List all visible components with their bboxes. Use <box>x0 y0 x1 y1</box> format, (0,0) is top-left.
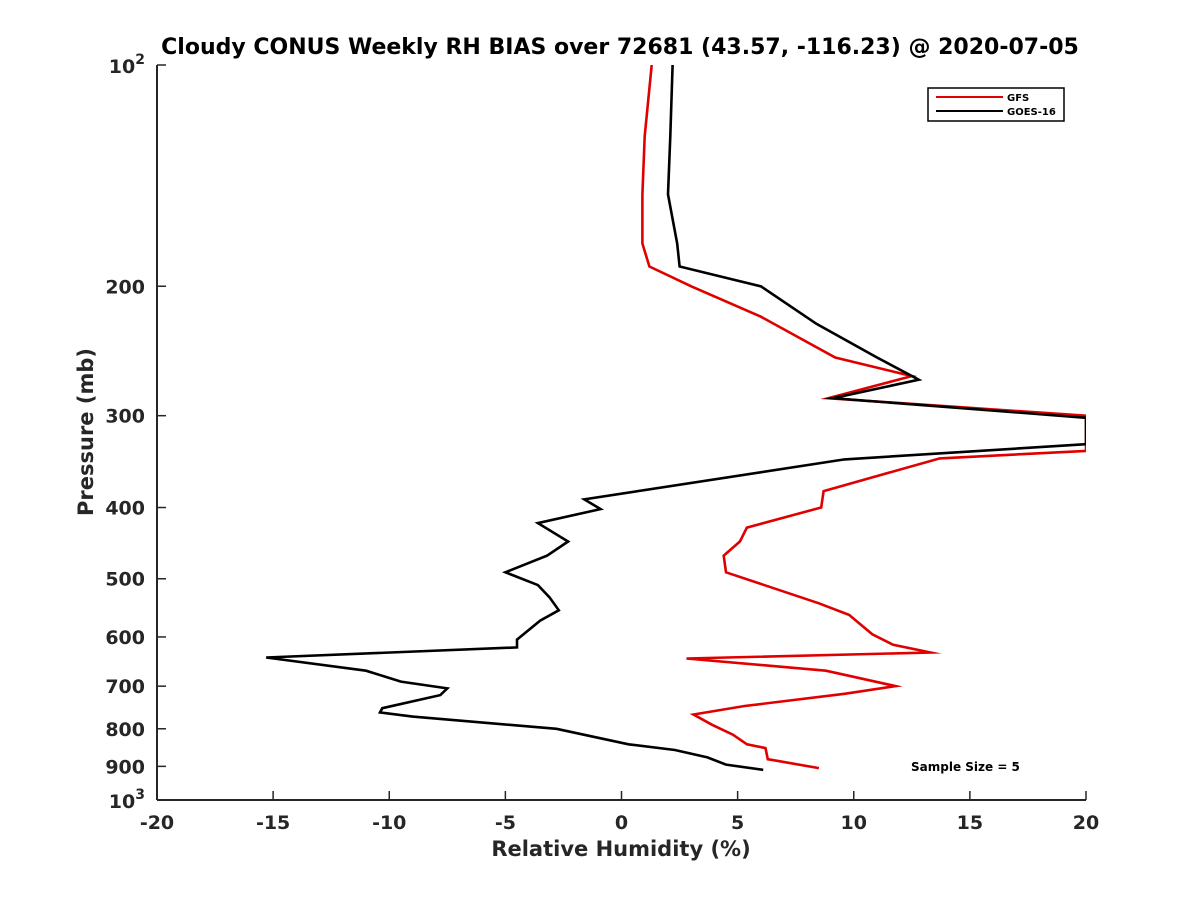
y-tick-label: 102 <box>109 52 145 78</box>
y-tick-base: 10 <box>109 791 135 813</box>
x-tick-label: 10 <box>841 812 867 834</box>
x-tick-label: -20 <box>140 812 174 834</box>
legend-label-goes16: GOES-16 <box>1007 107 1056 118</box>
y-axis-label: Pressure (mb) <box>74 348 98 516</box>
y-tick-label: 500 <box>105 569 145 591</box>
x-tick-label: -10 <box>372 812 406 834</box>
y-tick-exponent: 3 <box>135 787 145 803</box>
x-tick-label: 5 <box>731 812 744 834</box>
y-tick-label: 200 <box>105 276 145 298</box>
y-tick-label: 600 <box>105 627 145 649</box>
y-tick-label: 103 <box>109 787 145 813</box>
data-series <box>266 65 1086 772</box>
y-tick-label: 400 <box>105 498 145 520</box>
axis-ticks: -20 -15 -10 -5 0 5 10 15 20102200300400500600700… <box>105 52 1099 834</box>
series-line-goes-16 <box>266 65 1086 772</box>
x-tick-label: -5 <box>495 812 516 834</box>
x-tick-label: -15 <box>256 812 290 834</box>
y-tick-label: 700 <box>105 676 145 698</box>
legend-label-gfs: GFS <box>1007 93 1029 104</box>
x-tick-label: 20 <box>1073 812 1099 834</box>
chart-title: Cloudy CONUS Weekly RH BIAS over 72681 (… <box>161 35 1079 60</box>
x-tick-label: 15 <box>957 812 983 834</box>
y-tick-label: 800 <box>105 719 145 741</box>
x-tick-label: 0 <box>615 812 628 834</box>
y-tick-base: 10 <box>109 56 135 78</box>
x-axis-label: Relative Humidity (%) <box>491 837 750 861</box>
series-line-gfs <box>641 65 1086 770</box>
y-tick-exponent: 2 <box>135 52 145 68</box>
legend-box <box>927 87 1065 122</box>
sample-size-annotation: Sample Size = 5 <box>911 760 1020 774</box>
legend: GFS GOES-16 <box>927 87 1065 122</box>
y-tick-label: 300 <box>105 406 145 428</box>
y-tick-label: 900 <box>105 756 145 778</box>
